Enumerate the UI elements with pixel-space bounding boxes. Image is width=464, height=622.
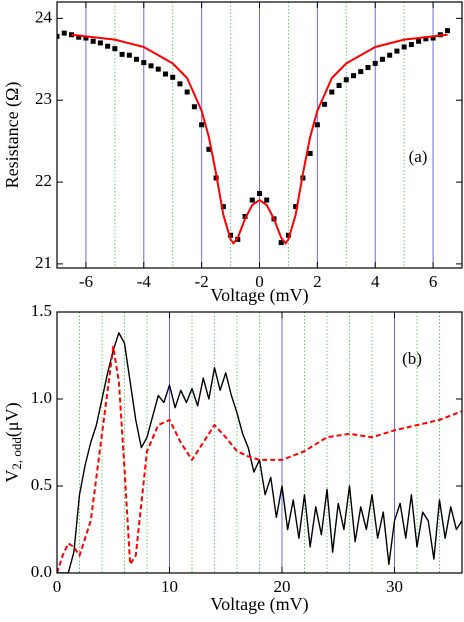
data-marker	[206, 146, 212, 152]
plot-area	[57, 28, 451, 246]
data-marker	[372, 60, 378, 66]
x-tick-label: 0	[255, 272, 264, 291]
data-marker	[242, 213, 248, 219]
data-marker	[329, 89, 335, 95]
data-marker	[379, 56, 385, 62]
x-axis-label: Voltage (mV)	[210, 285, 308, 306]
data-marker	[278, 240, 284, 246]
data-marker	[293, 204, 299, 210]
data-marker	[112, 46, 118, 52]
data-marker	[191, 104, 197, 110]
data-marker	[170, 74, 176, 80]
data-line	[57, 332, 462, 573]
y-tick-label: 22	[35, 171, 52, 190]
data-marker	[155, 66, 161, 72]
plot-frame	[56, 311, 463, 574]
x-tick-label: -4	[137, 272, 152, 291]
data-marker	[343, 77, 349, 83]
annotation: (a)	[409, 147, 428, 166]
y-tick-label: 23	[35, 89, 52, 108]
x-tick-label: 0	[53, 577, 62, 596]
x-tick-label: -6	[79, 272, 93, 291]
data-marker	[57, 33, 60, 39]
y-axis-label-unit: (μV)	[2, 402, 23, 437]
data-marker	[249, 197, 255, 203]
data-marker	[177, 81, 183, 87]
y-tick-label: 1.0	[31, 388, 52, 407]
data-marker	[83, 35, 89, 41]
data-marker	[285, 232, 291, 238]
data-marker	[119, 51, 125, 57]
data-marker	[445, 28, 451, 34]
data-marker	[220, 204, 226, 210]
data-marker	[264, 197, 270, 203]
y-axis-label-main: V	[2, 470, 22, 483]
data-marker	[322, 101, 328, 107]
data-marker	[351, 73, 357, 79]
data-marker	[184, 89, 190, 95]
data-marker	[61, 30, 67, 36]
data-marker	[148, 63, 154, 69]
x-tick-label: -2	[195, 272, 209, 291]
data-marker	[126, 52, 132, 58]
y-tick-label: 24	[35, 7, 53, 26]
data-line	[71, 33, 448, 245]
data-marker	[401, 44, 407, 50]
plot-area	[57, 332, 462, 573]
y-axis-label: V2, odd(μV)	[2, 402, 24, 482]
data-marker	[358, 69, 364, 75]
y-tick-label: 21	[35, 253, 52, 272]
data-marker	[314, 122, 320, 128]
x-tick-label: 30	[386, 577, 403, 596]
y-tick-label: 0.5	[31, 475, 52, 494]
data-marker	[76, 34, 82, 40]
data-marker	[97, 40, 103, 46]
x-axis-label: Voltage (mV)	[210, 594, 308, 615]
data-marker	[90, 38, 96, 44]
x-tick-label: 4	[371, 272, 380, 291]
data-marker	[365, 64, 371, 70]
y-tick-label: 0.0	[31, 562, 52, 581]
data-marker	[336, 82, 342, 88]
x-tick-label: 2	[313, 272, 322, 291]
y-tick-label: 1.5	[31, 301, 52, 320]
data-marker	[423, 36, 429, 42]
plot-frame	[56, 1, 463, 269]
data-marker	[105, 43, 111, 49]
data-marker	[141, 60, 147, 66]
data-marker	[134, 56, 140, 62]
data-marker	[408, 42, 414, 48]
data-marker	[394, 48, 400, 54]
data-marker	[228, 232, 234, 238]
data-marker	[199, 122, 205, 128]
y-axis-label: Resistance (Ω)	[2, 82, 23, 189]
x-tick-label: 20	[274, 577, 291, 596]
x-tick-label: 10	[161, 577, 178, 596]
annotation: (b)	[402, 349, 422, 368]
data-marker	[162, 71, 168, 77]
data-marker	[257, 191, 262, 197]
data-marker	[307, 150, 313, 156]
data-line	[57, 345, 462, 573]
x-tick-label: 6	[429, 272, 438, 291]
data-marker	[416, 38, 422, 44]
y-axis-label-sub: 2, odd	[9, 437, 24, 470]
data-marker	[430, 35, 436, 41]
panel: 0 10 20 30 0.0 0.5 1.0 1.5 Voltage (mV) (b) V2, od…	[2, 301, 463, 615]
data-marker	[387, 52, 393, 58]
